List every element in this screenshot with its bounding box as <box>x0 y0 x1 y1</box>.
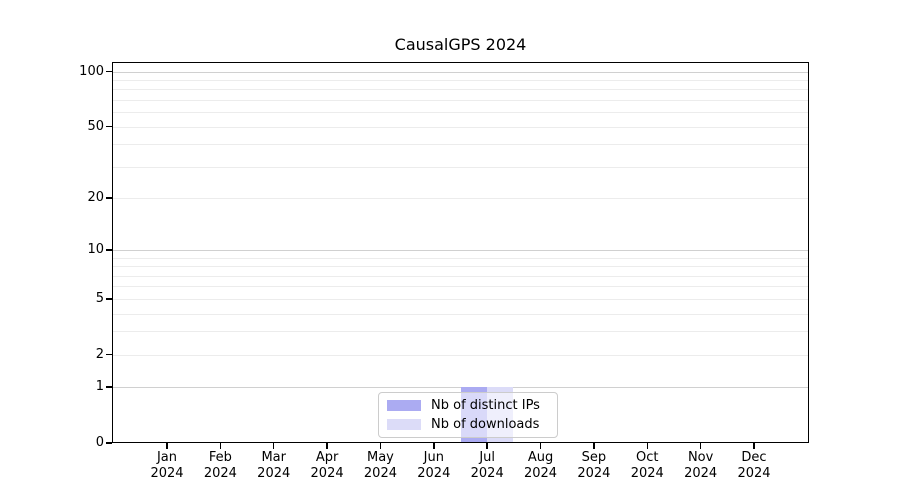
year-label: 2024 <box>203 466 237 481</box>
x-axis-tick-feb <box>219 443 222 449</box>
x-axis-tick-label-jun: Jun 2024 <box>402 450 466 482</box>
gridline-minor-9 <box>112 257 809 259</box>
gridline-minor-30 <box>112 166 809 168</box>
gridline-minor-60 <box>112 112 809 114</box>
legend-label-1: Nb of downloads <box>431 416 540 432</box>
gridline-minor-20 <box>112 198 809 200</box>
y-axis-tick-10 <box>106 249 112 251</box>
x-axis-tick-jun <box>433 443 435 449</box>
year-label: 2024 <box>684 466 718 481</box>
y-axis-tick-label-10: 10 <box>87 242 104 258</box>
x-axis-tick-dec <box>753 443 755 449</box>
month-label: Apr <box>315 450 339 465</box>
year-label: 2024 <box>310 466 344 481</box>
x-axis-tick-label-dec: Dec 2024 <box>722 450 786 482</box>
x-axis-tick-jan <box>166 443 168 449</box>
year-label: 2024 <box>257 466 291 481</box>
month-label: Nov <box>687 450 714 465</box>
x-axis-tick-aug <box>539 443 542 449</box>
y-axis-tick-5 <box>106 298 112 300</box>
gridline-minor-8 <box>112 266 809 268</box>
month-label: Jan <box>156 450 178 465</box>
month-label: May <box>367 450 394 465</box>
gridline-minor-2 <box>112 354 809 356</box>
month-label: Aug <box>527 450 554 465</box>
x-axis-tick-label-sep: Sep 2024 <box>562 450 626 482</box>
chart-title: CausalGPS 2024 <box>394 35 527 54</box>
month-label: Sep <box>581 450 607 465</box>
y-axis-tick-2 <box>106 353 112 356</box>
year-label: 2024 <box>523 466 558 481</box>
gridline-minor-70 <box>112 100 809 102</box>
y-axis-tick-label-50: 50 <box>87 118 104 134</box>
legend: Nb of distinct IPs Nb of downloads <box>378 392 558 438</box>
legend-label-0: Nb of distinct IPs <box>431 398 540 414</box>
gridline-minor-6 <box>112 286 809 288</box>
gridline-minor-7 <box>112 275 809 277</box>
month-label: Mar <box>261 450 286 465</box>
month-label: Jul <box>479 450 496 465</box>
plot-border <box>112 62 809 443</box>
gridline-minor-4 <box>112 313 809 315</box>
x-axis-tick-label-mar: Mar 2024 <box>242 450 306 482</box>
gridline-minor-90 <box>112 80 809 82</box>
year-label: 2024 <box>363 466 397 481</box>
y-axis-tick-label-5: 5 <box>95 290 104 306</box>
x-axis-tick-nov <box>699 443 702 449</box>
plot-area <box>112 62 809 443</box>
x-axis-tick-apr <box>326 443 328 449</box>
year-label: 2024 <box>150 466 184 481</box>
year-label: 2024 <box>737 466 771 481</box>
x-axis-tick-label-jul: Jul 2024 <box>455 450 519 482</box>
y-axis-tick-label-0: 0 <box>95 435 104 450</box>
x-axis-tick-label-oct: Oct 2024 <box>615 450 679 482</box>
legend-swatch-0 <box>387 400 421 412</box>
legend-entry-1: Nb of downloads <box>387 417 549 432</box>
y-axis-tick-label-2: 2 <box>95 346 104 362</box>
y-axis-tick-100 <box>106 70 112 73</box>
x-axis-tick-label-may: May 2024 <box>348 450 412 482</box>
month-label: Dec <box>741 450 767 465</box>
legend-entry-0: Nb of distinct IPs <box>387 398 549 413</box>
year-label: 2024 <box>417 466 451 481</box>
y-axis-tick-label-1: 1 <box>95 379 104 395</box>
gridline-minor-40 <box>112 144 809 146</box>
gridline-minor-3 <box>112 331 809 333</box>
x-axis-tick-label-feb: Feb 2024 <box>188 450 252 482</box>
gridline-minor-5 <box>112 298 809 300</box>
x-axis-tick-sep <box>593 443 595 449</box>
year-label: 2024 <box>630 466 664 481</box>
y-axis-tick-label-100: 100 <box>79 63 104 79</box>
x-axis-tick-label-aug: Aug 2024 <box>509 450 573 482</box>
x-axis-tick-label-apr: Apr 2024 <box>295 450 359 482</box>
legend-swatch-1 <box>387 418 421 430</box>
x-axis-tick-label-nov: Nov 2024 <box>669 450 733 482</box>
month-label: Jun <box>423 450 444 465</box>
gridline-major-10 <box>112 250 809 252</box>
month-label: Oct <box>636 450 659 465</box>
year-label: 2024 <box>470 466 504 481</box>
gridline-major-100 <box>112 71 809 73</box>
x-axis-tick-oct <box>646 443 649 449</box>
x-axis-tick-jul <box>486 443 488 449</box>
y-axis-tick-1 <box>106 386 112 388</box>
x-axis-tick-label-jan: Jan 2024 <box>135 450 199 482</box>
y-axis-tick-50 <box>106 125 112 128</box>
gridline-minor-50 <box>112 126 809 128</box>
x-axis-tick-mar <box>272 443 275 449</box>
gridline-major-1 <box>112 387 809 389</box>
month-label: Feb <box>208 450 232 465</box>
y-axis-tick-label-20: 20 <box>87 190 104 206</box>
gridline-minor-80 <box>112 89 809 91</box>
x-axis-tick-may <box>379 443 382 449</box>
year-label: 2024 <box>577 466 611 481</box>
y-axis-tick-20 <box>106 197 112 199</box>
y-axis-tick-0 <box>106 442 112 444</box>
